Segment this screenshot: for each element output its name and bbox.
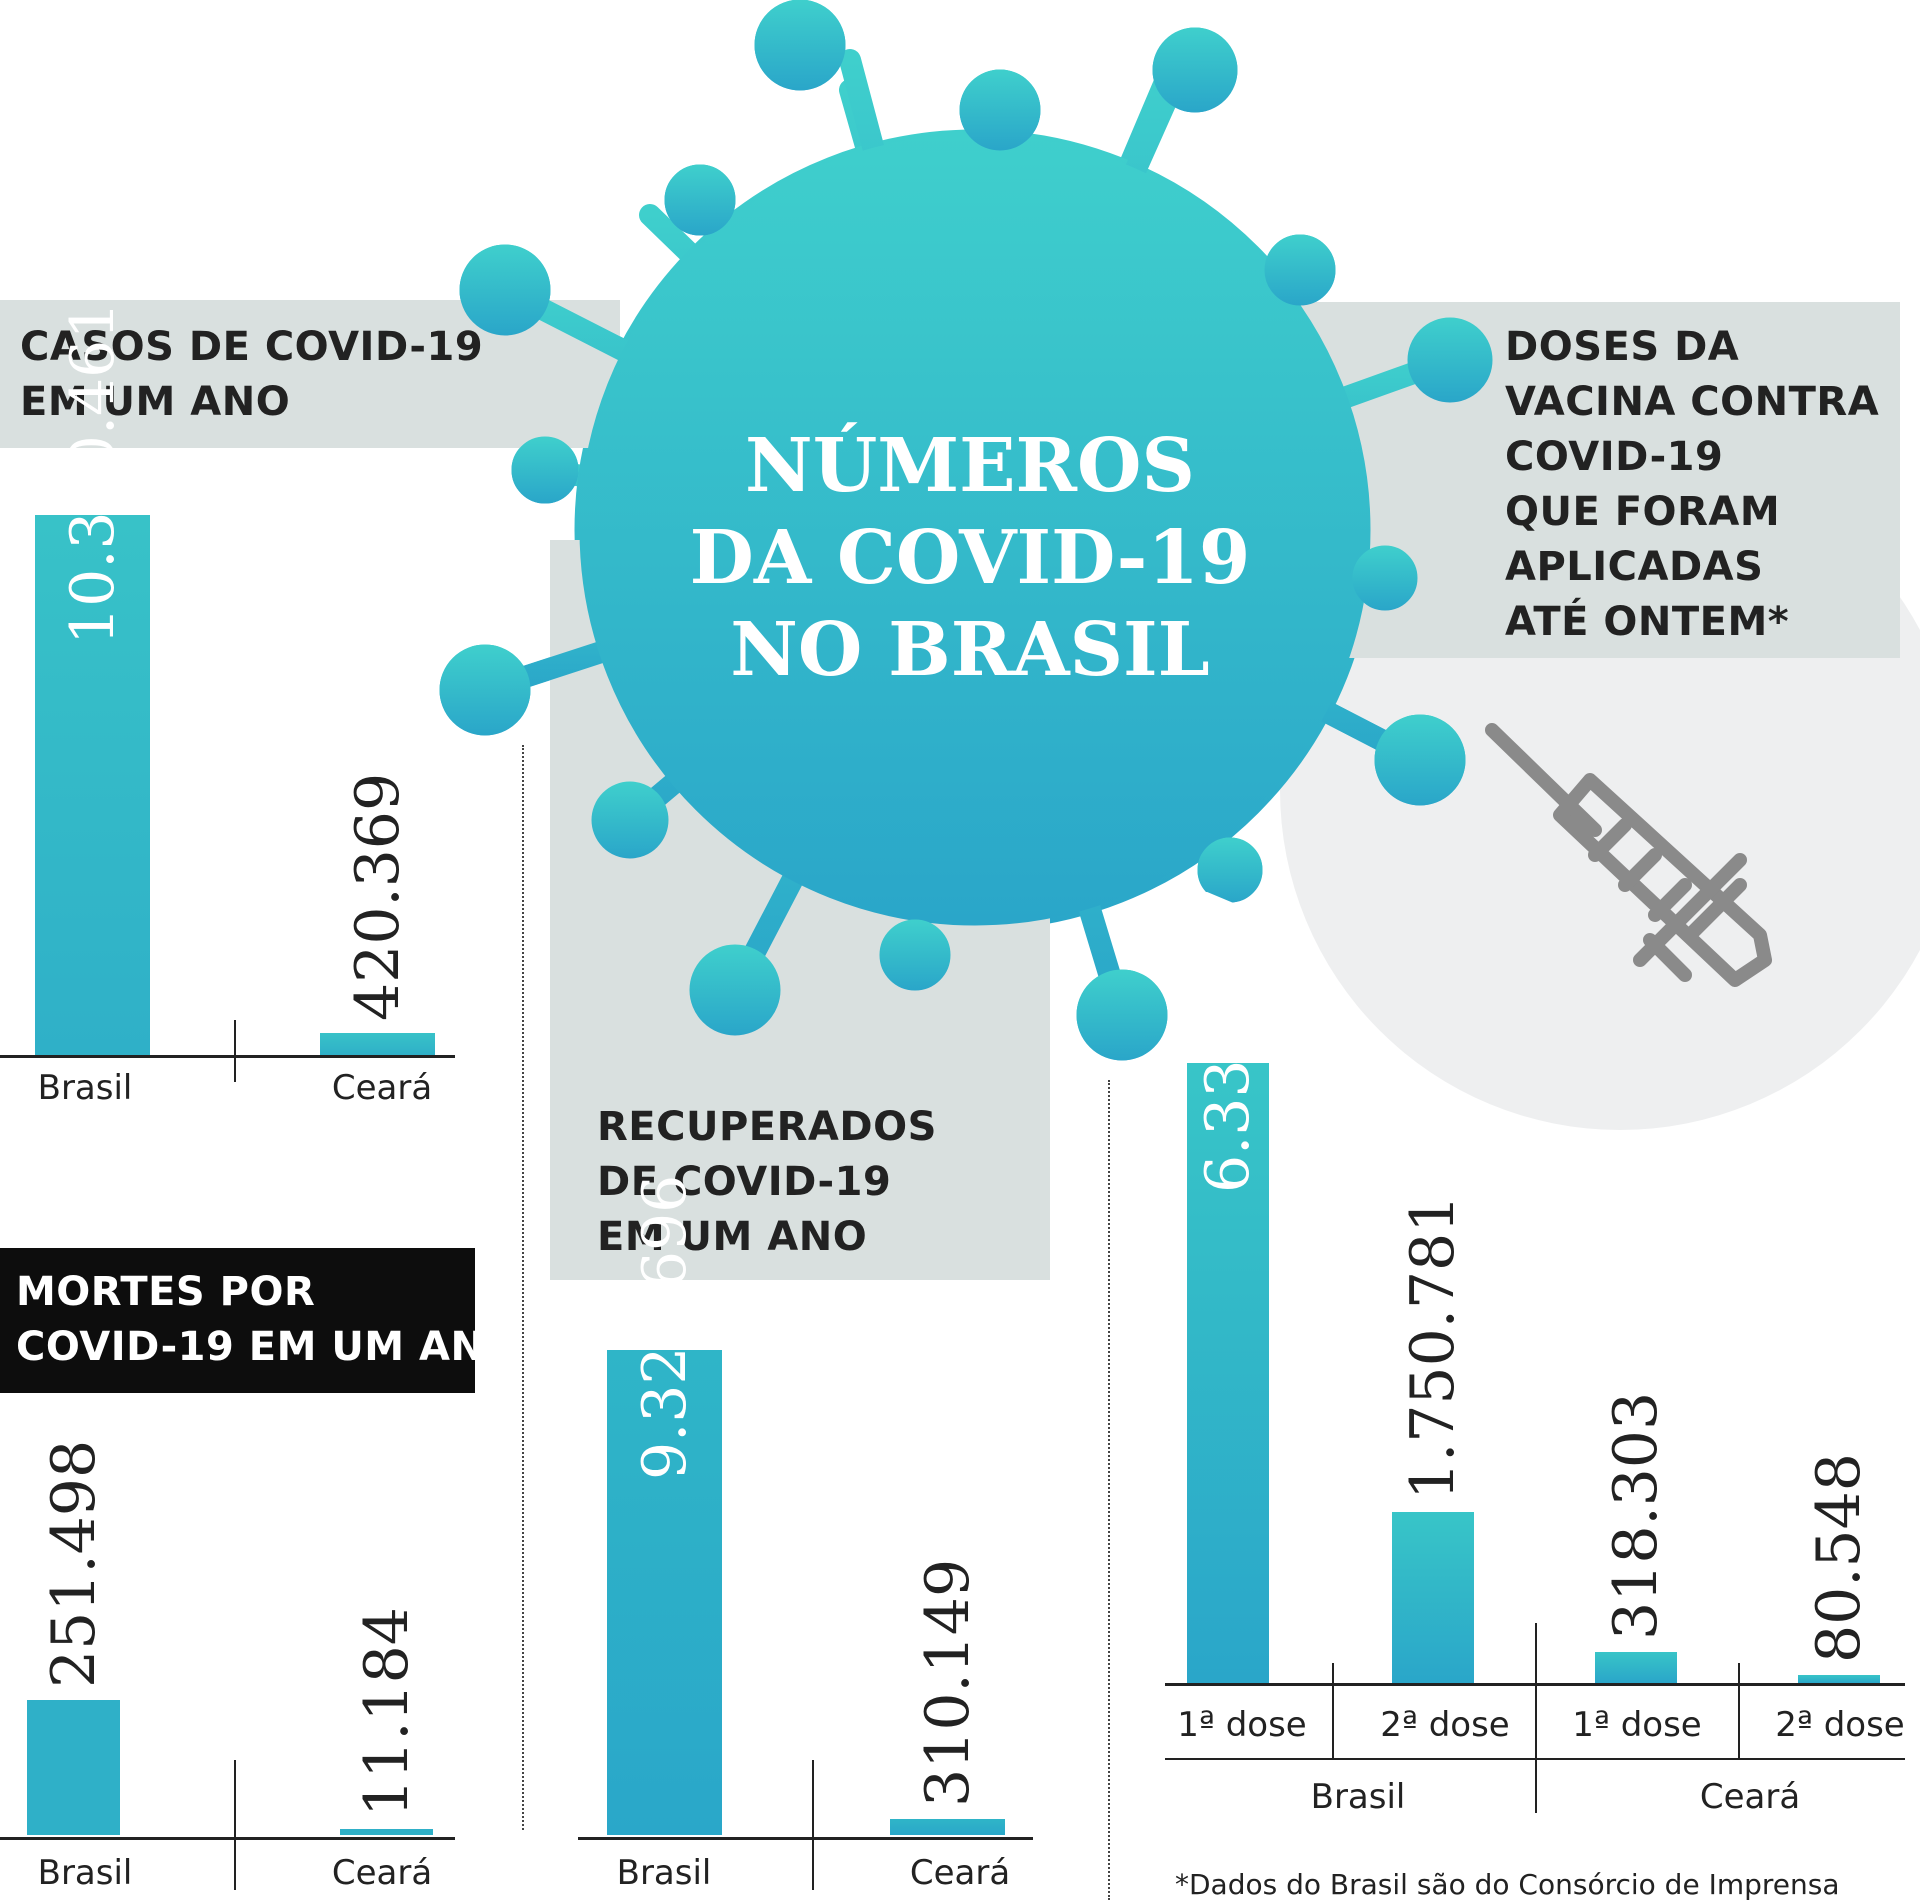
deaths-category-brasil: Brasil xyxy=(37,1853,133,1893)
recovered-category-brasil: Brasil xyxy=(616,1853,712,1893)
chart0-bar-0 xyxy=(35,515,150,1055)
cases-baseline xyxy=(0,1055,455,1058)
chart3-value-label-0: 6.338.137 xyxy=(1193,887,1263,1193)
chart1-value-label-0: 251.498 xyxy=(38,1439,109,1688)
chart1-bar-1 xyxy=(340,1828,433,1835)
doses-divider-1 xyxy=(1332,1663,1334,1758)
doses-category-1: 1ª dose xyxy=(1177,1705,1307,1745)
doses-category-4: 2ª dose xyxy=(1775,1705,1905,1745)
doses-group-brasil: Brasil xyxy=(1310,1777,1406,1817)
recovered-baseline xyxy=(578,1837,1033,1840)
cases-category-brasil: Brasil xyxy=(37,1068,133,1108)
deaths-category-ceara: Ceará xyxy=(331,1853,433,1893)
chart1-value-label-1: 11.184 xyxy=(351,1607,422,1817)
doses-heading: DOSES DA VACINA CONTRA COVID-19 QUE FORA… xyxy=(1505,324,1880,645)
chart2-value-label-0: 9.323.696 xyxy=(629,1174,700,1480)
recovered-category-ceara: Ceará xyxy=(909,1853,1011,1893)
syringe-icon xyxy=(1485,723,1772,987)
chart3-value-label-1: 1.750.781 xyxy=(1398,1194,1468,1500)
chart3-value-label-3: 80.548 xyxy=(1804,1453,1874,1664)
recovered-heading: RECUPERADOS DE COVID-19 EM UM ANO xyxy=(597,1104,937,1260)
chart3-bar-3 xyxy=(1798,1675,1880,1683)
deaths-heading-panel xyxy=(0,1248,475,1393)
doses-group-ceara: Ceará xyxy=(1699,1777,1801,1817)
cases-divider xyxy=(234,1020,236,1082)
separator-left xyxy=(522,745,524,1830)
chart0-value-label-0: 10.390.461 xyxy=(57,301,128,645)
chart3-bar-2 xyxy=(1595,1651,1677,1683)
chart1-bar-0 xyxy=(27,1700,120,1835)
doses-divider-3 xyxy=(1738,1663,1740,1758)
chart0-value-label-1: 420.369 xyxy=(342,773,413,1022)
chart2-bar-1 xyxy=(890,1818,1005,1835)
separator-right xyxy=(1108,1080,1110,1900)
footnote: *Dados do Brasil são do Consórcio de Imp… xyxy=(1175,1868,1840,1901)
deaths-baseline xyxy=(0,1837,455,1840)
doses-category-2: 2ª dose xyxy=(1380,1705,1510,1745)
virus-body xyxy=(439,0,1493,1061)
cases-category-ceara: Ceará xyxy=(331,1068,433,1108)
chart2-value-label-1: 310.149 xyxy=(912,1558,983,1807)
chart0-bar-1 xyxy=(320,1033,435,1055)
chart3-bar-0 xyxy=(1187,1063,1269,1683)
chart3-value-label-2: 318.303 xyxy=(1601,1391,1671,1640)
chart2-bar-0 xyxy=(607,1350,722,1835)
main-title: NÚMEROS DA COVID-19 NO BRASIL xyxy=(689,423,1251,693)
deaths-heading: MORTES POR COVID-19 EM UM ANO xyxy=(16,1269,519,1370)
recovered-divider xyxy=(812,1760,814,1890)
cases-heading: CASOS DE COVID-19 EM UM ANO xyxy=(20,324,484,425)
chart3-bar-1 xyxy=(1392,1511,1474,1683)
deaths-divider xyxy=(234,1760,236,1890)
doses-divider-2 xyxy=(1535,1623,1537,1813)
doses-category-3: 1ª dose xyxy=(1572,1705,1702,1745)
